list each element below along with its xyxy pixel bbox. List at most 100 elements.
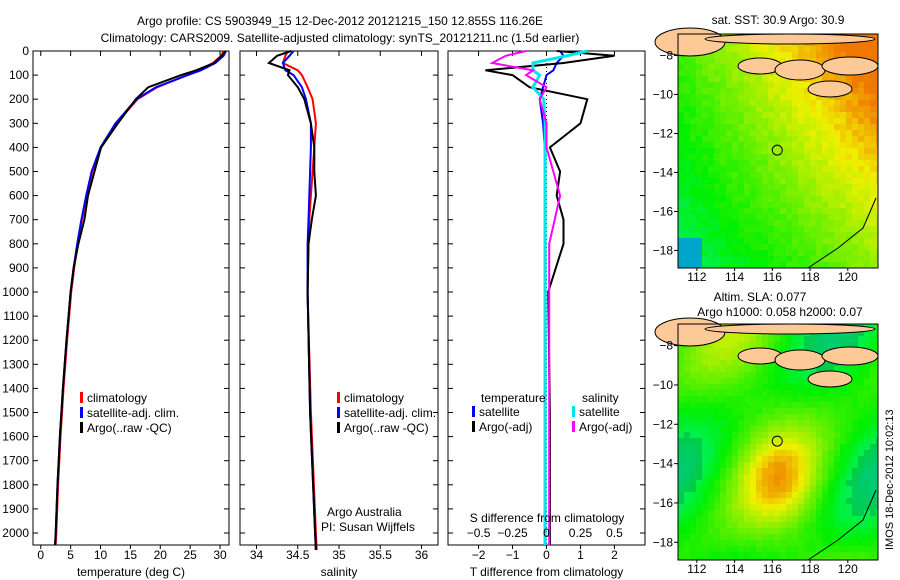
- map-cell: [732, 492, 738, 498]
- map-cell: [738, 184, 744, 190]
- map-cell: [744, 504, 750, 510]
- map-cell: [786, 214, 792, 220]
- map-cell: [732, 474, 738, 480]
- map-cell: [708, 52, 714, 58]
- map-cell: [726, 432, 732, 438]
- map-cell: [702, 528, 708, 534]
- map-cell: [840, 534, 846, 540]
- map-cell: [702, 148, 708, 154]
- map-cell: [762, 106, 768, 112]
- map-cell: [876, 552, 878, 558]
- y-tick-label: 1100: [3, 309, 29, 323]
- map-cell: [720, 220, 726, 226]
- map-cell: [876, 462, 878, 468]
- map-cell: [762, 336, 768, 342]
- map-cell: [696, 552, 702, 558]
- map-cell: [858, 426, 864, 432]
- map-cell: [726, 46, 732, 52]
- map-cell: [828, 196, 834, 202]
- map-cell: [678, 76, 684, 82]
- map-cell: [870, 34, 876, 40]
- map-cell: [840, 552, 846, 558]
- map-cell: [678, 88, 684, 94]
- map-cell: [840, 456, 846, 462]
- map-cell: [834, 462, 840, 468]
- map-cell: [792, 202, 798, 208]
- map-cell: [774, 540, 780, 546]
- map-cell: [732, 402, 738, 408]
- map-cell: [756, 546, 762, 552]
- map-cell: [786, 46, 792, 52]
- map-cell: [750, 106, 756, 112]
- map-cell: [696, 88, 702, 94]
- map-cell: [822, 474, 828, 480]
- map-cell: [804, 208, 810, 214]
- map-cell: [834, 516, 840, 522]
- map-cell: [798, 516, 804, 522]
- map-cell: [708, 82, 714, 88]
- map-cell: [708, 456, 714, 462]
- series-argo---raw--qc-: [266, 50, 317, 550]
- map-cell: [720, 384, 726, 390]
- map-cell: [870, 480, 876, 486]
- map-cell: [810, 184, 816, 190]
- map-cell: [858, 118, 864, 124]
- map-cell: [834, 420, 840, 426]
- legend-label: satellite-adj. clim.: [87, 406, 179, 420]
- map-cell: [798, 372, 804, 378]
- map-cell: [834, 480, 840, 486]
- map-cell: [780, 438, 786, 444]
- x-tick-label: 0: [37, 548, 44, 562]
- map-cell: [738, 166, 744, 172]
- map-cell: [720, 160, 726, 166]
- map-cell: [834, 160, 840, 166]
- map-cell: [876, 510, 878, 516]
- map-cell: [780, 88, 786, 94]
- map-cell: [822, 112, 828, 118]
- map-cell: [756, 124, 762, 130]
- map-cell: [846, 238, 852, 244]
- map-cell: [750, 226, 756, 232]
- map-cell: [768, 106, 774, 112]
- map-cell: [714, 396, 720, 402]
- map-cell: [792, 124, 798, 130]
- map-cell: [684, 510, 690, 516]
- map-cell: [804, 456, 810, 462]
- map-cell: [690, 130, 696, 136]
- series-s-satellite: [531, 49, 588, 545]
- map-cell: [864, 94, 870, 100]
- map-cell: [828, 160, 834, 166]
- map-cell: [702, 498, 708, 504]
- x-tick-label: 30: [213, 548, 227, 562]
- map-cell: [792, 510, 798, 516]
- map-cell: [858, 262, 864, 268]
- map-cell: [870, 160, 876, 166]
- map-cell: [696, 498, 702, 504]
- map-cell: [864, 220, 870, 226]
- map-cell: [738, 492, 744, 498]
- map-cell: [804, 390, 810, 396]
- map-cell: [708, 546, 714, 552]
- map-cell: [834, 256, 840, 262]
- map-cell: [840, 262, 846, 268]
- map-cell: [708, 100, 714, 106]
- map-cell: [810, 160, 816, 166]
- map-cell: [876, 40, 878, 46]
- map-cell: [762, 516, 768, 522]
- map-cell: [678, 136, 684, 142]
- map-cell: [810, 244, 816, 250]
- map-cell: [744, 342, 750, 348]
- map-cell: [834, 444, 840, 450]
- map-cell: [690, 492, 696, 498]
- map-cell: [756, 432, 762, 438]
- map-cell: [768, 498, 774, 504]
- map-cell: [804, 112, 810, 118]
- map-cell: [756, 342, 762, 348]
- map-cell: [786, 178, 792, 184]
- map-cell: [684, 420, 690, 426]
- map-cell: [756, 372, 762, 378]
- map-cell: [720, 58, 726, 64]
- map-cell: [876, 558, 878, 560]
- map-cell: [720, 348, 726, 354]
- map-cell: [840, 226, 846, 232]
